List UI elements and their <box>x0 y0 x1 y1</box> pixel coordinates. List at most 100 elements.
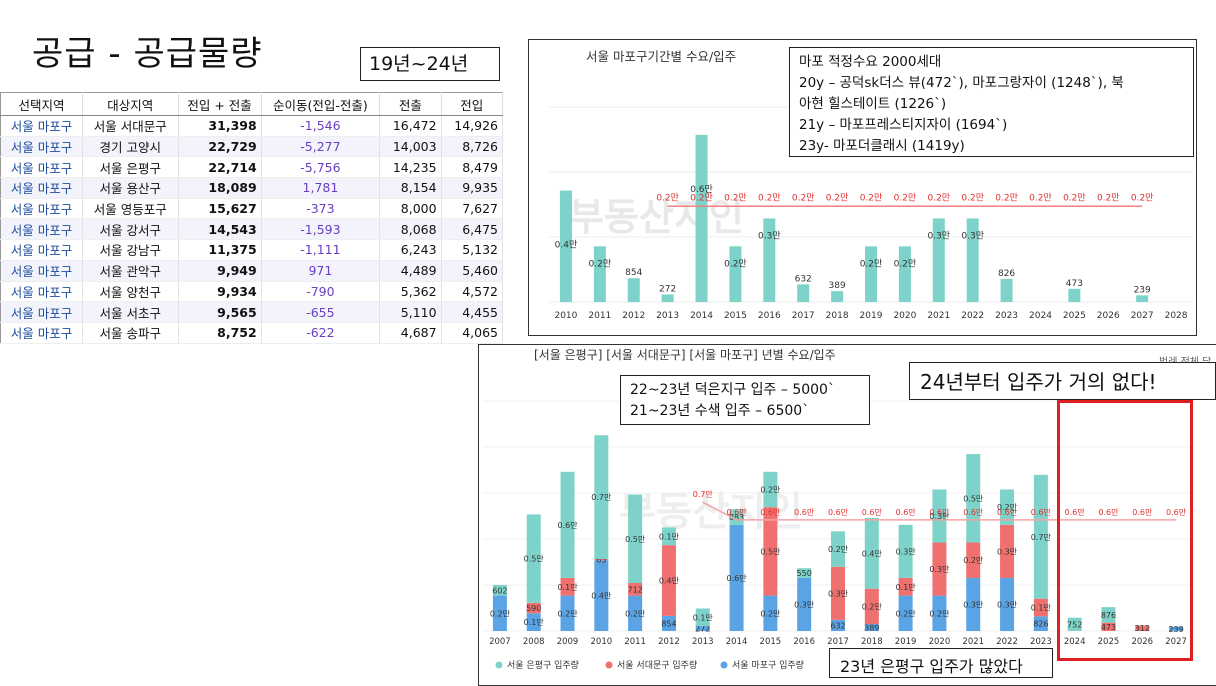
table-cell: 9,565 <box>178 301 262 323</box>
bar-segment <box>966 577 981 631</box>
bar-segment <box>1033 616 1048 631</box>
bar-segment <box>1033 598 1048 617</box>
x-tick-label: 2016 <box>793 637 815 647</box>
data-label: 0.7만 <box>591 493 612 502</box>
demand-label: 0.6만 <box>1132 508 1153 517</box>
x-tick-label: 2025 <box>1098 637 1120 647</box>
note-line: 22~23년 덕은지구 입주 – 5000` <box>630 382 835 398</box>
table-cell: 4,489 <box>379 260 442 282</box>
three-district-chart-svg: [서울 은평구] [서울 서대문구] [서울 마포구] 년별 수요/입주범례 전… <box>483 348 1211 671</box>
table-cell: 8,752 <box>178 322 262 344</box>
demand-label: 0.6만 <box>1098 508 1119 517</box>
data-label: 0.3만 <box>997 547 1018 556</box>
x-tick-label: 2011 <box>624 637 646 647</box>
table-row: 서울 마포구 서울 서대문구 31,398 -1,546 16,472 14,926 <box>0 115 504 137</box>
x-tick-label: 2012 <box>622 311 645 321</box>
demand-label: 0.2만 <box>961 192 984 203</box>
table-cell: 5,460 <box>441 260 504 282</box>
bar-segment <box>594 559 609 561</box>
bar-segment <box>560 471 575 578</box>
data-label: 0.4만 <box>862 549 883 558</box>
x-tick-label: 2013 <box>656 311 679 321</box>
table-row: 서울 마포구 서울 용산구 18,089 1,781 8,154 9,935 <box>0 177 504 199</box>
bar <box>559 190 572 302</box>
table-cell: 6,475 <box>441 218 504 241</box>
table-row: 서울 마포구 서울 송파구 8,752 -622 4,687 4,065 <box>0 322 504 344</box>
data-label: 0.3만 <box>794 600 815 609</box>
table-cell: 9,949 <box>178 260 262 282</box>
chart-title: 서울 마포구기간별 수요/입주 <box>586 49 736 64</box>
data-label: 0.5만 <box>963 494 984 503</box>
data-label: 0.3만 <box>963 600 984 609</box>
bar-segment <box>695 608 710 627</box>
note-line: 23y- 마포더클래시 (1419y) <box>799 138 965 154</box>
demand-label: 0.6만 <box>760 508 781 517</box>
table-cell: 18,089 <box>178 177 262 199</box>
bar-segment <box>560 595 575 631</box>
data-label: 473 <box>1101 623 1116 632</box>
data-label: 0.3만 <box>997 600 1018 609</box>
bar-segment <box>729 509 744 525</box>
bar-segment <box>831 566 845 620</box>
table-cell: 11,375 <box>178 239 262 261</box>
bar-segment <box>526 602 541 614</box>
bar-segment <box>1101 622 1116 631</box>
demand-label: 0.6만 <box>997 508 1018 517</box>
data-label: 0.4만 <box>659 577 680 586</box>
data-label: 0.1만 <box>693 613 714 622</box>
bar <box>966 218 979 302</box>
data-label: 752 <box>1067 620 1082 629</box>
note-line: 아현 힐스테이트 (1226`) <box>799 96 947 112</box>
bar-segment <box>729 524 744 631</box>
bar-segment <box>966 542 981 578</box>
data-label: 65 <box>596 556 606 565</box>
table-cell: 5,110 <box>379 301 442 323</box>
bar <box>932 218 945 302</box>
legend-marker <box>495 661 503 669</box>
x-tick-label: 2027 <box>1131 311 1154 321</box>
column-header: 전입 <box>441 92 504 116</box>
demand-label: 0.6만 <box>794 508 815 517</box>
bar-segment <box>594 435 609 560</box>
bar-segment <box>831 531 845 567</box>
data-label: 0.3만 <box>929 565 950 574</box>
table-cell: -1,111 <box>261 239 381 261</box>
data-label: 0.7만 <box>1031 533 1052 542</box>
bar-segment <box>1000 489 1015 525</box>
table-cell: 4,687 <box>379 322 442 344</box>
bar-segment <box>1101 607 1116 623</box>
table-cell: 서울 마포구 <box>0 281 84 303</box>
table-cell: 971 <box>261 260 381 282</box>
data-label: 389 <box>829 281 846 291</box>
bar-segment <box>932 595 947 631</box>
x-tick-label: 2026 <box>1131 637 1153 647</box>
demand-label: 0.2만 <box>1029 192 1052 203</box>
column-header: 선택지역 <box>0 92 84 116</box>
data-label: 0.2만 <box>860 258 883 269</box>
x-tick-label: 2011 <box>588 311 611 321</box>
demand-label: 0.2만 <box>1097 192 1120 203</box>
bar-segment <box>526 514 541 603</box>
bar-segment <box>1067 617 1082 631</box>
demand-label: 0.6만 <box>1031 508 1052 517</box>
bar-segment <box>628 494 643 584</box>
table-cell: 8,068 <box>379 218 442 241</box>
column-header: 대상지역 <box>82 92 179 116</box>
data-label: 0.3만 <box>927 230 950 241</box>
x-tick-label: 2007 <box>489 637 511 647</box>
table-cell: 14,003 <box>379 136 442 158</box>
table-row: 서울 마포구 서울 영등포구 15,627 -373 8,000 7,627 <box>0 198 504 220</box>
bar-segment <box>797 568 812 578</box>
x-tick-label: 2023 <box>1030 637 1052 647</box>
bar-segment <box>763 471 778 508</box>
data-label: 0.1만 <box>896 583 917 592</box>
data-label: 0.2만 <box>760 609 781 618</box>
x-tick-label: 2022 <box>996 637 1018 647</box>
bar <box>1136 295 1149 302</box>
data-label: 0.2만 <box>896 609 917 618</box>
note-line: 21~23년 수색 입주 – 6500` <box>630 403 810 419</box>
bar-segment <box>1169 626 1184 631</box>
table-row: 서울 마포구 서울 강서구 14,543 -1,593 8,068 6,475 <box>0 218 504 241</box>
x-tick-label: 2010 <box>591 637 613 647</box>
table-cell: 7,627 <box>441 198 504 220</box>
